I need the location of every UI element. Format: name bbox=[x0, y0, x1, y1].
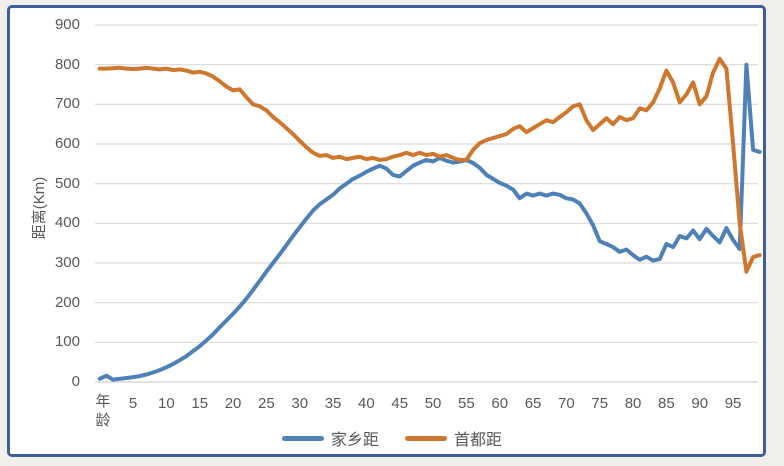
hometown-line-swatch bbox=[281, 435, 324, 441]
y-tick-label: 400 bbox=[54, 214, 80, 232]
capital-line-swatch bbox=[405, 435, 447, 441]
y-tick-label: 900 bbox=[54, 16, 80, 33]
capital-legend-label: 首都距 bbox=[454, 432, 503, 449]
x-tick-label: 30 bbox=[291, 395, 309, 412]
y-tick-label: 500 bbox=[54, 174, 80, 192]
y-tick-label: 0 bbox=[71, 373, 80, 390]
x-tick-label: 5 bbox=[128, 395, 138, 412]
x-tick-label: 70 bbox=[558, 395, 575, 412]
x-tick-label: 85 bbox=[658, 395, 675, 412]
y-tick-label: 300 bbox=[54, 254, 80, 271]
x-tick-label: 80 bbox=[624, 395, 642, 412]
y-tick-label: 100 bbox=[54, 333, 80, 351]
hometown-legend-label: 家乡距 bbox=[330, 432, 379, 449]
y-tick-label: 800 bbox=[54, 55, 80, 73]
hometown-line-series bbox=[97, 62, 762, 382]
legend: 家乡距 首都距 bbox=[0, 426, 784, 450]
y-tick-label: 600 bbox=[54, 135, 80, 152]
x-axis-title: 年龄 bbox=[95, 393, 111, 429]
x-tick-label: 65 bbox=[524, 395, 542, 412]
gridlines bbox=[95, 24, 758, 383]
x-tick-label: 60 bbox=[491, 395, 509, 412]
x-tick-label: 75 bbox=[591, 395, 609, 412]
y-axis-title: 距离(Km) bbox=[31, 176, 48, 240]
x-tick-label: 25 bbox=[258, 395, 275, 412]
x-tick-label: 55 bbox=[458, 395, 475, 412]
legend-item-capital: 首都距 bbox=[405, 426, 502, 450]
y-tick-label: 200 bbox=[54, 293, 80, 311]
capital-line-series bbox=[97, 56, 762, 274]
x-tick-label: 50 bbox=[424, 395, 442, 412]
x-tick-label: 90 bbox=[691, 395, 709, 412]
x-tick-label: 40 bbox=[358, 395, 375, 412]
legend-item-hometown: 家乡距 bbox=[281, 426, 379, 450]
series-lines bbox=[97, 56, 762, 382]
x-tick-label: 20 bbox=[224, 395, 242, 412]
x-tick-label: 45 bbox=[391, 395, 409, 412]
x-tick-label: 15 bbox=[191, 395, 209, 412]
x-tick-label: 35 bbox=[324, 395, 342, 412]
y-tick-label: 700 bbox=[54, 95, 80, 113]
x-tick-label: 10 bbox=[158, 395, 175, 412]
x-tick-label: 95 bbox=[724, 395, 742, 412]
